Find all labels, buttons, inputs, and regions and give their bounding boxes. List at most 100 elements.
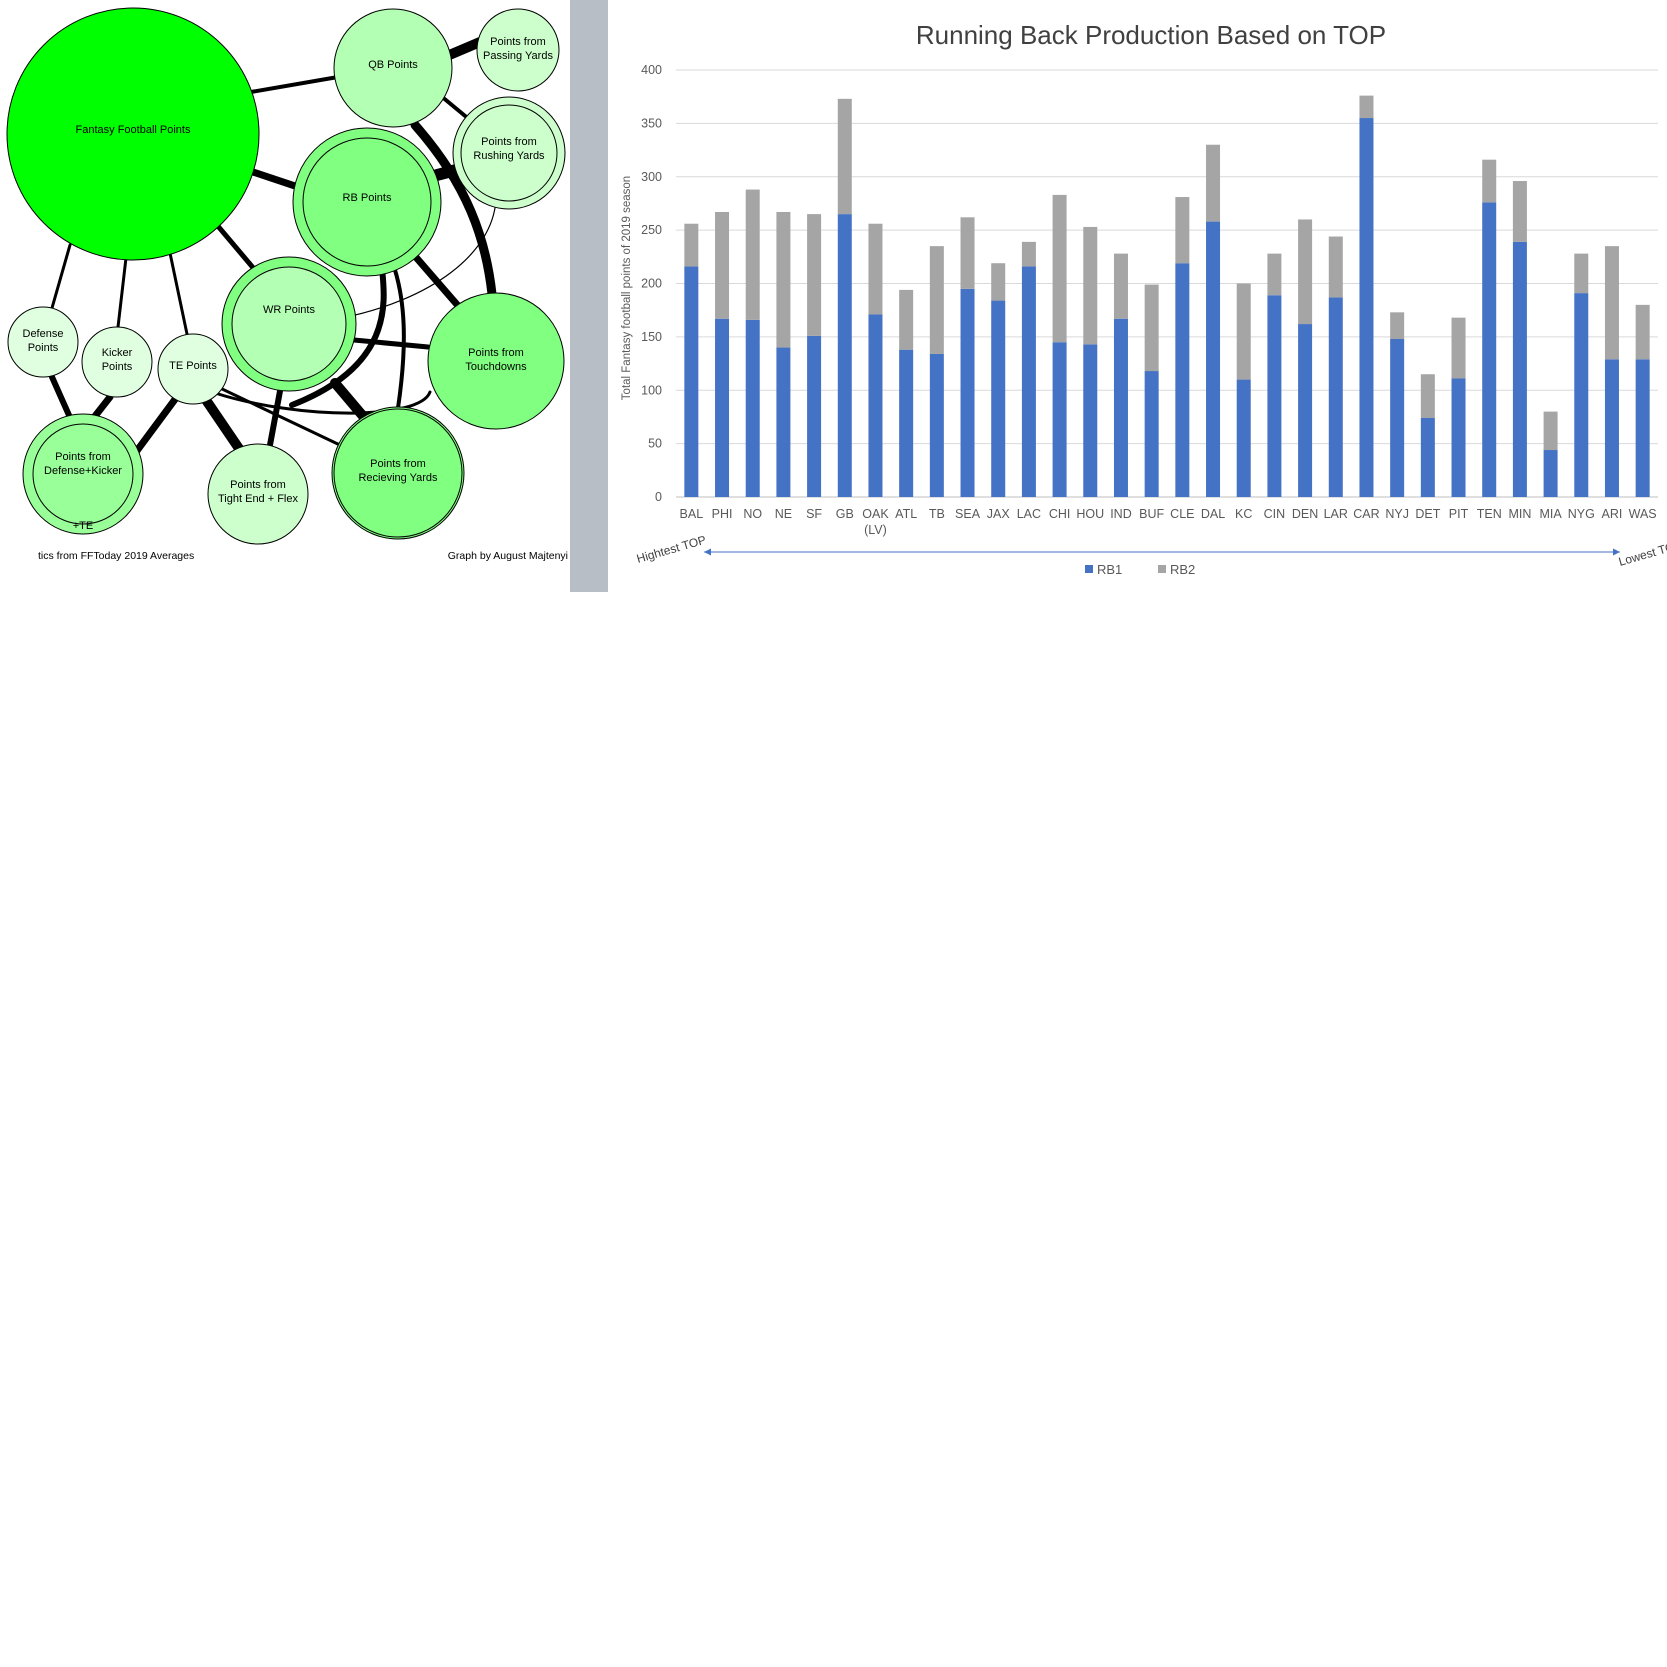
bar-rb2-ne: [776, 211, 791, 348]
top-arrow-left-head: [704, 548, 711, 556]
connection-line: [213, 390, 432, 415]
x-tick-label: DET: [1415, 507, 1440, 521]
node-rushing-circle: [452, 96, 566, 210]
x-tick-label: NO: [743, 507, 762, 521]
x-tick-label: IND: [1110, 507, 1132, 521]
chart-title: Running Back Production Based on TOP: [916, 20, 1386, 50]
connection-line: [249, 75, 340, 94]
connection-line: [410, 120, 497, 299]
diagram-connections: [49, 37, 497, 456]
bar-rb1-mia: [1543, 450, 1558, 497]
bar-rb1-min: [1512, 241, 1527, 497]
bar-rb1-buf: [1144, 371, 1159, 497]
bar-rb1-gb: [837, 214, 852, 498]
connection-line: [351, 337, 431, 350]
node-qb-label: QB Points: [368, 59, 418, 71]
bar-rb1-sea: [960, 288, 975, 497]
y-tick-label: 100: [641, 383, 662, 397]
bar-rb2-car: [1359, 95, 1374, 119]
node-teflex-circle: [207, 443, 309, 545]
bar-rb2-lac: [1021, 241, 1036, 267]
node-receiving-label: Recieving Yards: [358, 472, 438, 484]
bar-rb1-tb: [929, 353, 944, 497]
node-receiving-label: Points from: [370, 458, 426, 470]
connection-line: [249, 168, 305, 192]
connection-line: [132, 394, 180, 456]
panel-divider: [570, 0, 608, 592]
node-rb: RB Points: [292, 127, 442, 277]
node-passing-label: Points from: [490, 36, 546, 48]
node-defkick: Points from Defense+Kicker: [22, 413, 144, 535]
connection-line: [50, 243, 72, 310]
bubble-diagram: Fantasy Football Points QB Points Points f…: [6, 7, 568, 562]
bar-rb1-phi: [715, 318, 730, 497]
node-kicker-label: Kicker: [102, 347, 133, 359]
bar-rb2-was: [1635, 304, 1650, 360]
bar-rb2-tb: [929, 246, 944, 354]
bar-rb1-bal: [684, 266, 699, 497]
x-tick-label: ATL: [895, 507, 917, 521]
connection-line: [442, 37, 485, 61]
bar-rb2-nyg: [1574, 253, 1589, 294]
legend-label-rb2: RB2: [1170, 562, 1195, 577]
node-passing-label: Passing Yards: [483, 50, 553, 62]
node-rb-inner-ring: [302, 137, 432, 267]
x-tick-label: (LV): [864, 523, 887, 537]
bar-rb2-oak: [868, 223, 883, 315]
x-tick-label: TB: [929, 507, 945, 521]
y-tick-label: 300: [641, 170, 662, 184]
connection-line: [116, 256, 128, 329]
node-fantasy-circle: [6, 7, 260, 261]
x-tick-label: LAR: [1324, 507, 1348, 521]
bar-rb2-den: [1298, 219, 1313, 325]
bar-rb1-nyj: [1390, 339, 1405, 497]
bar-rb2-gb: [837, 98, 852, 215]
bar-rb2-ten: [1482, 159, 1497, 203]
node-defense-label: Points: [28, 342, 59, 354]
bar-rb1-cle: [1175, 263, 1190, 497]
node-touchdowns-label: Touchdowns: [465, 361, 527, 373]
x-tick-label: HOU: [1076, 507, 1104, 521]
x-tick-label: NYG: [1568, 507, 1595, 521]
x-tick-label: BAL: [680, 507, 704, 521]
bar-rb1-dal: [1206, 221, 1221, 497]
bar-rb1-kc: [1236, 379, 1251, 497]
x-tick-label: CIN: [1264, 507, 1286, 521]
node-te: TE Points: [157, 333, 229, 405]
bar-rb1-lar: [1328, 297, 1343, 497]
node-kicker-label: Points: [102, 361, 133, 373]
y-tick-label: 250: [641, 223, 662, 237]
bar-rb1-den: [1298, 324, 1313, 497]
y-tick-label: 50: [648, 437, 662, 451]
bar-rb2-cin: [1267, 253, 1282, 296]
bar-rb1-nyg: [1574, 293, 1589, 497]
connection-line: [439, 94, 472, 122]
connection-line: [201, 395, 245, 455]
node-qb: QB Points: [333, 8, 453, 128]
top-arrow: Hightest TOP Lowest TOP: [635, 533, 1667, 569]
highest-top-label: Hightest TOP: [635, 533, 708, 566]
node-touchdowns-label: Points from: [468, 347, 524, 359]
bar-rb1-chi: [1052, 342, 1067, 497]
x-tick-label: TEN: [1477, 507, 1502, 521]
bar-rb2-buf: [1144, 284, 1159, 372]
node-receiving: Points from Recieving Yards: [331, 406, 465, 540]
x-tick-label: MIA: [1539, 507, 1562, 521]
x-tick-label: CHI: [1049, 507, 1071, 521]
legend-swatch-rb2: [1158, 565, 1166, 573]
x-tick-label: OAK: [862, 507, 889, 521]
bar-rb1-jax: [991, 300, 1006, 497]
bar-rb2-dal: [1206, 144, 1221, 222]
node-rushing-inner-ring: [460, 104, 558, 202]
node-wr-inner-ring: [231, 266, 347, 382]
x-tick-label: CLE: [1170, 507, 1194, 521]
x-tick-label: LAC: [1017, 507, 1041, 521]
node-te-label: TE Points: [169, 360, 217, 372]
node-defense-label: Defense: [23, 328, 64, 340]
chart-bars: [684, 95, 1650, 498]
bar-rb1-oak: [868, 314, 883, 497]
bar-rb2-det: [1420, 374, 1435, 419]
chart-gridlines: [676, 69, 1658, 498]
node-fantasy-label: Fantasy Football Points: [76, 124, 191, 136]
x-tick-label: ARI: [1602, 507, 1623, 521]
